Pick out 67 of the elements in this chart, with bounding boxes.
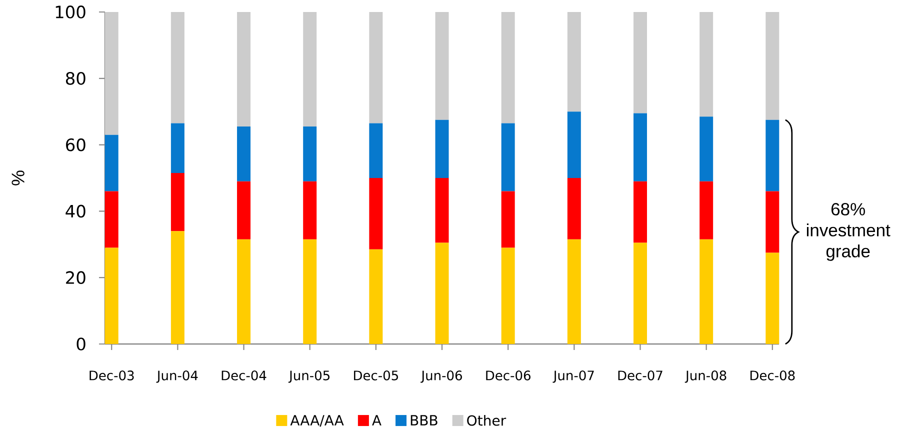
- x-tick-label: Dec-07: [618, 370, 662, 380]
- bar: [766, 120, 780, 192]
- bar: [303, 12, 317, 127]
- bar: [766, 12, 780, 120]
- bar: [104, 134, 118, 192]
- bar: [567, 12, 581, 112]
- bar: [633, 113, 647, 182]
- bar: [237, 126, 251, 182]
- text: 68% investment grade: [806, 203, 890, 261]
- bar: [766, 252, 780, 344]
- bar: [435, 12, 449, 120]
- bar: [237, 239, 251, 344]
- bar: [104, 248, 118, 344]
- bar: [501, 191, 515, 248]
- bar: [435, 242, 449, 344]
- y-tick-label: 100: [56, 6, 86, 18]
- bar: [303, 126, 317, 182]
- y-tick-label: 40: [66, 204, 86, 218]
- y-axis-title: %: [12, 170, 24, 186]
- x-tick-label: Dec-05: [354, 370, 398, 380]
- bar: [435, 178, 449, 243]
- x-tick-label: Dec-03: [90, 370, 134, 380]
- x-tick-label: Jun-07: [552, 370, 594, 383]
- bar: [567, 178, 581, 240]
- bar: [170, 123, 184, 174]
- bar: [700, 12, 714, 117]
- y-tick-label: 60: [66, 138, 86, 152]
- legend-label: Other: [467, 414, 506, 426]
- legend-label: BBB: [410, 415, 438, 426]
- bar: [700, 181, 714, 240]
- bar: [766, 191, 780, 253]
- bar: [104, 12, 118, 135]
- bar: [369, 12, 383, 124]
- x-tick-label: Jun-04: [156, 370, 198, 383]
- legend-label: AAA/AA: [290, 415, 344, 427]
- bar: [567, 112, 581, 178]
- bar: [700, 239, 714, 344]
- bar: [369, 178, 383, 250]
- bar: [501, 123, 515, 192]
- x-tick-label: Dec-04: [222, 370, 266, 380]
- x-tick-label: Dec-08: [750, 370, 795, 380]
- bar: [303, 239, 317, 344]
- bar: [501, 248, 515, 344]
- bar: [104, 191, 118, 248]
- legend-label: A: [372, 415, 382, 426]
- bar: [633, 181, 647, 243]
- bar: [369, 123, 383, 178]
- x-tick-label: Jun-05: [288, 370, 330, 383]
- bar: [237, 181, 251, 240]
- bar: [435, 120, 449, 178]
- bar: [700, 116, 714, 182]
- x-tick-label: Jun-08: [684, 370, 726, 383]
- bar: [170, 173, 184, 232]
- y-tick-label: 0: [76, 338, 86, 350]
- bar: [501, 12, 515, 124]
- x-tick-label: Jun-06: [420, 370, 462, 383]
- bar: [170, 12, 184, 124]
- y-tick-label: 20: [66, 271, 86, 284]
- bar: [369, 249, 383, 344]
- bar: [170, 231, 184, 344]
- bar: [567, 239, 581, 344]
- bar: [633, 12, 647, 114]
- bar: [633, 242, 647, 344]
- bar: [303, 181, 317, 240]
- y-tick-label: 80: [66, 72, 86, 85]
- x-tick-label: Dec-06: [486, 370, 530, 380]
- bar: [237, 12, 251, 127]
